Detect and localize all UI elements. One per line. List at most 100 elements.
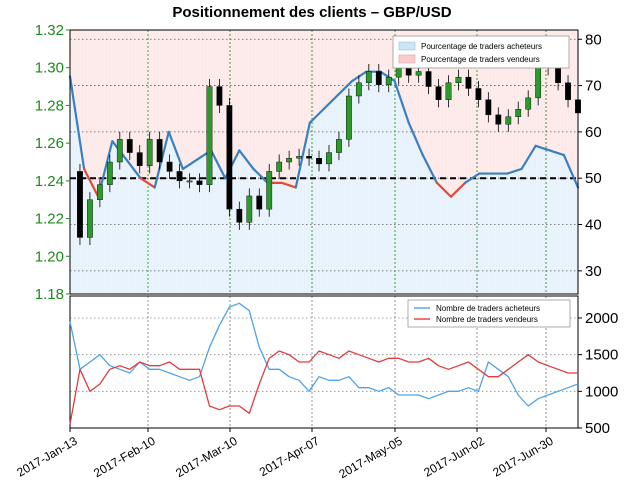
bottom-panel-frame bbox=[69, 295, 579, 429]
price-candle bbox=[316, 158, 322, 165]
price-candle bbox=[87, 199, 93, 238]
long-pct-segment bbox=[548, 149, 565, 157]
price-candle bbox=[136, 152, 143, 166]
long-pct-segment bbox=[506, 167, 523, 175]
price-candle bbox=[266, 171, 273, 210]
pct-tick-label: 30 bbox=[585, 263, 602, 280]
legend-swatch bbox=[398, 54, 416, 64]
legend-label: Nombre de traders vendeurs bbox=[436, 315, 538, 324]
x-tick-label: 2017-Jan-13 bbox=[14, 434, 80, 480]
price-candle bbox=[206, 86, 213, 185]
price-candle bbox=[126, 139, 133, 153]
price-candle bbox=[286, 158, 293, 163]
price-candle bbox=[365, 71, 372, 84]
short-pct-area bbox=[70, 30, 578, 197]
long-pct-segment bbox=[520, 144, 537, 171]
price-tick-label: 1.22 bbox=[35, 211, 64, 228]
long-pct-segment bbox=[139, 177, 156, 189]
count-tick-label: 2000 bbox=[585, 310, 618, 327]
long-pct-segment bbox=[238, 149, 255, 171]
long-pct-segment bbox=[181, 158, 199, 171]
long-pct-segment bbox=[252, 167, 269, 184]
long-pct-segment bbox=[294, 121, 311, 189]
long-pct-segment bbox=[464, 172, 481, 184]
price-candle bbox=[485, 99, 492, 116]
count-tick-label: 1500 bbox=[585, 347, 618, 364]
count-tick-label: 500 bbox=[585, 420, 610, 437]
long-pct-segment bbox=[68, 75, 86, 171]
pct-tick-label: 60 bbox=[585, 124, 602, 141]
long-pct-segment bbox=[421, 153, 438, 184]
price-candle bbox=[495, 114, 502, 125]
series-line bbox=[69, 302, 579, 407]
price-candle bbox=[106, 161, 113, 185]
pct-tick-label: 80 bbox=[585, 31, 602, 48]
pct-tick-label: 50 bbox=[585, 170, 602, 187]
price-candle bbox=[425, 71, 432, 87]
price-candle bbox=[445, 82, 452, 100]
price-tick-label: 1.32 bbox=[35, 22, 64, 39]
legend-label: Pourcentage de traders vendeurs bbox=[421, 55, 540, 64]
price-candle bbox=[525, 97, 532, 110]
pct-tick-label: 40 bbox=[585, 217, 602, 234]
long-pct-segment bbox=[562, 153, 580, 189]
legend-label: Pourcentage de traders acheteurs bbox=[421, 42, 542, 51]
pct-tick-label: 70 bbox=[585, 78, 602, 95]
series-line bbox=[69, 350, 578, 425]
price-candle bbox=[276, 161, 283, 172]
price-candle bbox=[395, 67, 402, 78]
price-candle bbox=[296, 156, 302, 159]
long-pct-segment bbox=[534, 144, 551, 152]
chart-title: Positionnement des clients – GBP/USD bbox=[172, 4, 452, 21]
long-pct-segment bbox=[393, 79, 410, 124]
price-candle bbox=[565, 82, 571, 100]
price-tick-label: 1.28 bbox=[35, 97, 64, 114]
price-candle bbox=[515, 108, 522, 117]
price-candle bbox=[196, 180, 203, 185]
long-pct-segment bbox=[337, 79, 354, 96]
long-pct-segment bbox=[351, 70, 368, 83]
price-candle bbox=[77, 171, 83, 238]
x-tick-label: 2017-Jun-02 bbox=[421, 434, 487, 480]
price-tick-label: 1.20 bbox=[35, 248, 64, 265]
price-tick-label: 1.18 bbox=[35, 286, 64, 303]
price-candle bbox=[535, 67, 542, 99]
price-candle bbox=[385, 76, 392, 85]
price-candle bbox=[116, 139, 123, 163]
price-candle bbox=[505, 116, 512, 125]
price-candle bbox=[146, 139, 153, 166]
price-candle bbox=[256, 195, 263, 210]
price-candle bbox=[166, 161, 173, 172]
long-pct-segment bbox=[308, 107, 326, 124]
price-candle bbox=[465, 76, 472, 89]
long-pct-segment bbox=[322, 93, 340, 110]
price-candle bbox=[306, 156, 312, 159]
x-tick-label: 2017-Mar-10 bbox=[173, 434, 240, 481]
long-pct-segment bbox=[83, 167, 100, 198]
price-candle bbox=[246, 195, 253, 223]
price-candle bbox=[186, 180, 193, 183]
price-candle bbox=[226, 105, 233, 210]
price-candle bbox=[156, 139, 163, 163]
price-candle bbox=[336, 139, 342, 153]
price-candle bbox=[355, 82, 362, 97]
price-candle bbox=[326, 152, 332, 165]
price-candle bbox=[346, 95, 352, 140]
bottom-legend-box bbox=[407, 299, 571, 328]
long-pct-segment bbox=[379, 70, 396, 83]
price-tick-label: 1.26 bbox=[35, 135, 64, 152]
x-tick-label: 2017-Feb-10 bbox=[91, 434, 158, 481]
long-pct-segment bbox=[125, 158, 142, 180]
long-pct-segment bbox=[167, 130, 184, 171]
price-tick-label: 1.24 bbox=[35, 173, 64, 190]
price-tick-label: 1.30 bbox=[35, 60, 64, 77]
price-candle bbox=[176, 171, 183, 182]
x-tick-label: 2017-May-05 bbox=[336, 434, 405, 482]
count-tick-label: 1000 bbox=[585, 383, 618, 400]
top-legend-box bbox=[392, 35, 570, 69]
price-candle bbox=[96, 184, 103, 200]
long-pct-segment bbox=[435, 181, 453, 198]
price-candle bbox=[236, 208, 243, 223]
long-pct-segment bbox=[210, 149, 227, 180]
